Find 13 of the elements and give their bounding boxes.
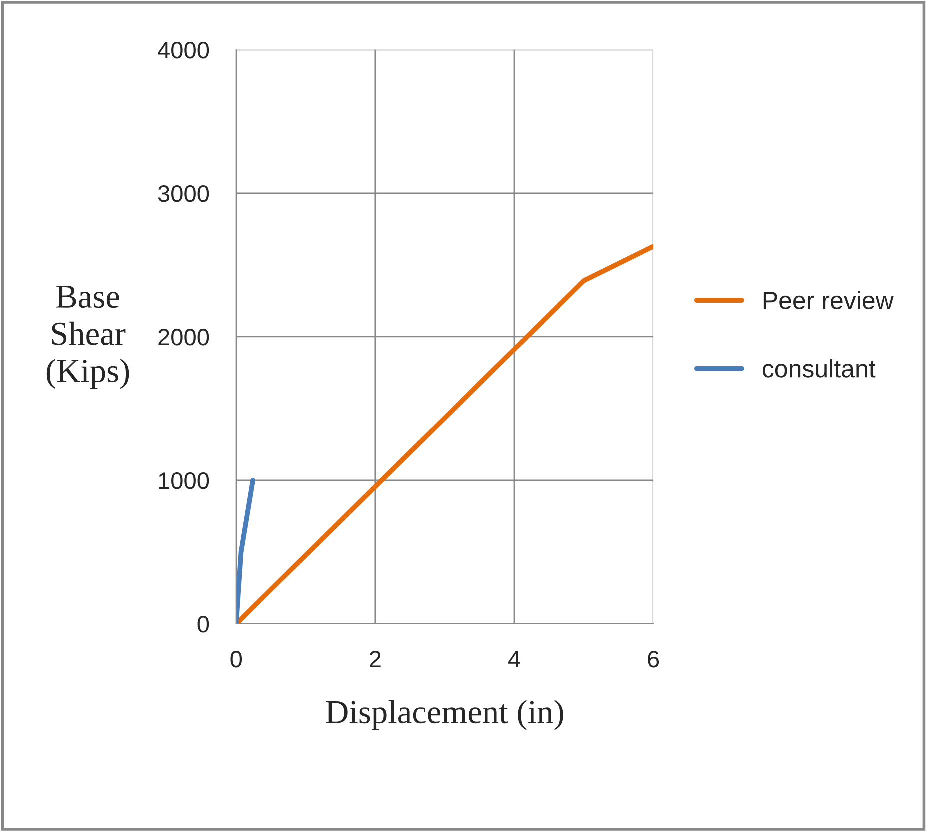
x-tick-label: 2 <box>370 651 381 668</box>
y-tick-label: 2000 <box>158 329 210 346</box>
y-tick-label: 0 <box>198 616 210 633</box>
y-tick-label: 1000 <box>159 472 210 490</box>
x-tick-label: 0 <box>230 651 242 668</box>
x-tick-label: 6 <box>648 651 660 668</box>
legend-label: consultant <box>762 359 876 378</box>
y-axis-title: Base Shear (Kips) <box>46 286 130 390</box>
x-tick-label: 4 <box>508 651 520 668</box>
x-axis-title: Displacement (in) <box>326 700 564 730</box>
legend-label: Peer review <box>764 291 894 310</box>
y-tick-label: 4000 <box>158 42 210 59</box>
y-tick-label: 3000 <box>158 186 210 202</box>
